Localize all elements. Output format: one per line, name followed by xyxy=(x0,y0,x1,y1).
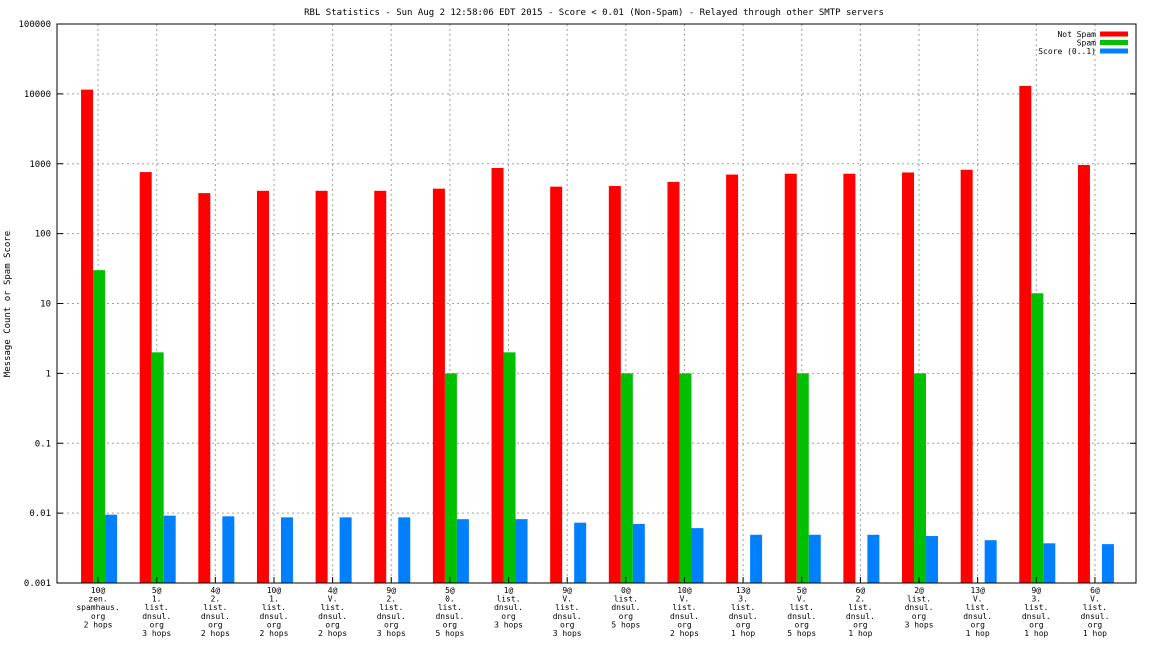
bar-spam xyxy=(914,373,927,583)
y-tick-label: 1000 xyxy=(29,160,51,170)
y-axis-label: Message Count or Spam Score xyxy=(3,231,13,377)
legend-label: Not Spam xyxy=(1057,30,1096,39)
bar-not-spam xyxy=(374,190,387,583)
legend-swatch xyxy=(1100,31,1128,37)
legend-label: Spam xyxy=(1077,39,1096,48)
x-tick-label: 10@ 1. list. dnsul. org 2 hops xyxy=(260,586,289,638)
bar-not-spam xyxy=(491,167,504,584)
bar-spam xyxy=(1031,293,1044,583)
bar-not-spam xyxy=(960,169,973,583)
x-tick-label: 13@ 3. list. dnsul. org 1 hop xyxy=(729,586,758,638)
x-tick-label: 5@ V. list. dnsul. org 5 hops xyxy=(787,586,816,638)
bar-not-spam xyxy=(315,190,328,583)
x-tick-label: 6@ V. list. dnsul. org 1 hop xyxy=(1080,586,1109,638)
y-tick-label: 0.1 xyxy=(35,439,51,449)
bar-not-spam xyxy=(198,193,211,584)
y-tick-label: 0.001 xyxy=(24,579,51,589)
bar-score-0-1 xyxy=(515,519,528,583)
chart-title: RBL Statistics - Sun Aug 2 12:58:06 EDT … xyxy=(304,8,884,18)
bars xyxy=(81,85,1114,584)
bar-spam xyxy=(796,373,809,583)
x-tick-label: 0@ list. dnsul. org 5 hops xyxy=(611,586,640,629)
bar-score-0-1 xyxy=(456,519,469,583)
x-tick-label: 10@ zen. spamhaus. org 2 hops xyxy=(76,586,119,629)
y-tick-label: 10 xyxy=(40,300,51,310)
bar-score-0-1 xyxy=(632,523,645,583)
bar-spam xyxy=(444,373,457,583)
legend-swatch xyxy=(1100,40,1128,45)
bar-not-spam xyxy=(139,172,152,583)
bar-not-spam xyxy=(726,174,739,583)
bar-not-spam xyxy=(608,186,621,584)
bar-score-0-1 xyxy=(1043,543,1056,583)
bar-spam xyxy=(151,352,164,583)
bar-score-0-1 xyxy=(808,534,821,583)
x-tick-label: 4@ 2. list. dnsul. org 2 hops xyxy=(201,586,230,638)
bar-score-0-1 xyxy=(339,517,352,583)
bar-score-0-1 xyxy=(1101,544,1114,583)
y-tick-label: 10000 xyxy=(24,90,51,100)
y-tick-label: 100 xyxy=(35,230,51,240)
bar-spam xyxy=(620,373,633,583)
legend-swatch xyxy=(1100,48,1128,54)
bar-score-0-1 xyxy=(398,517,411,583)
x-tick-label: 9@ V. list. dnsul. org 3 hops xyxy=(553,586,582,638)
bar-not-spam xyxy=(256,190,269,583)
bar-score-0-1 xyxy=(105,514,118,583)
bar-spam xyxy=(93,270,106,583)
bar-not-spam xyxy=(1019,85,1032,583)
x-tick-label: 9@ 3. list. dnsul. org 1 hop xyxy=(1022,586,1051,638)
x-tick-label: 9@ 2. list. dnsul. org 3 hops xyxy=(377,586,406,638)
bar-score-0-1 xyxy=(222,516,235,583)
x-tick-label: 6@ 2. list. dnsul. org 1 hop xyxy=(846,586,875,638)
x-tick-label: 5@ 0. list. dnsul. org 5 hops xyxy=(435,586,464,638)
bar-score-0-1 xyxy=(280,517,293,583)
bar-not-spam xyxy=(1077,164,1090,583)
bar-not-spam xyxy=(81,89,94,584)
y-tick-label: 100000 xyxy=(18,20,51,30)
bar-score-0-1 xyxy=(691,528,704,583)
y-tick-label: 1 xyxy=(46,369,51,379)
x-tick-label: 2@ list. dnsul. org 3 hops xyxy=(905,586,934,629)
x-tick-label: 5@ 1. list. dnsul. org 3 hops xyxy=(142,586,171,638)
x-tick-label: 4@ V. list. dnsul. org 2 hops xyxy=(318,586,347,638)
x-tick-label: 13@ V. list. dnsul. org 1 hop xyxy=(963,586,992,638)
axes: 0.001 0.01 0.1 1 10 100 1000 10000 100000 10@ zen.… xyxy=(18,20,1136,638)
bar-not-spam xyxy=(550,186,563,583)
grid-lines xyxy=(57,24,1136,583)
x-tick-label: 10@ V. list. dnsul. org 2 hops xyxy=(670,586,699,638)
bar-spam xyxy=(503,352,516,583)
x-tick-label: 1@ list. dnsul. org 3 hops xyxy=(494,586,523,629)
bar-not-spam xyxy=(432,188,445,583)
bar-score-0-1 xyxy=(750,534,763,583)
bar-score-0-1 xyxy=(867,534,880,583)
bar-not-spam xyxy=(667,181,680,583)
y-tick-label: 0.01 xyxy=(29,509,51,519)
bar-score-0-1 xyxy=(984,540,997,583)
bar-score-0-1 xyxy=(926,536,939,583)
bar-spam xyxy=(679,373,692,583)
legend-label: Score (0..1) xyxy=(1038,47,1096,56)
bar-score-0-1 xyxy=(163,515,176,583)
bar-score-0-1 xyxy=(574,522,587,583)
bar-not-spam xyxy=(784,173,797,584)
bar-not-spam xyxy=(843,173,856,584)
bar-not-spam xyxy=(902,172,915,583)
